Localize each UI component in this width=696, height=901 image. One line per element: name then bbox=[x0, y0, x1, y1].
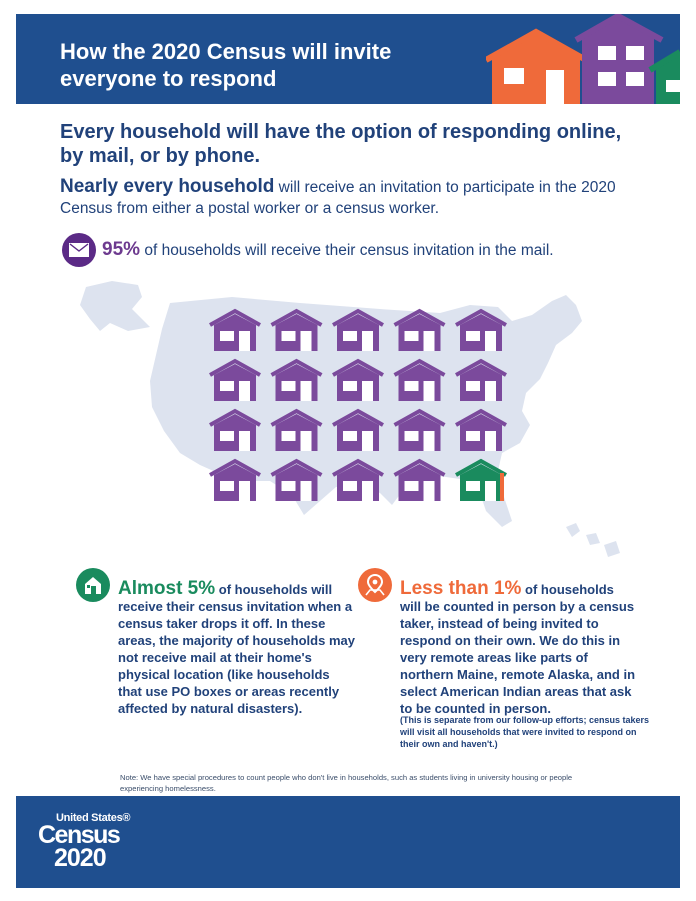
alaska-shape bbox=[80, 281, 150, 331]
mail-house-icon bbox=[270, 458, 323, 501]
mail-house-icon bbox=[393, 408, 446, 451]
mail-house-icon bbox=[455, 308, 507, 351]
location-pin-icon bbox=[365, 574, 385, 596]
nearly-every-household-text: Nearly every household will receive an i… bbox=[60, 176, 660, 219]
nearly-bold: Nearly every household bbox=[60, 176, 275, 197]
page-title: How the 2020 Census will invite everyone… bbox=[60, 39, 392, 91]
footnote: Note: We have special procedures to coun… bbox=[120, 773, 573, 793]
green-house-icon bbox=[648, 49, 680, 104]
dropoff-percent: Almost 5% bbox=[118, 578, 216, 599]
mail-house-icon bbox=[455, 358, 507, 401]
in-person-description: of households will be counted in person … bbox=[400, 582, 636, 716]
houses-illustration bbox=[486, 14, 680, 104]
house-door-icon bbox=[85, 577, 101, 594]
mail-percent: 95% bbox=[102, 239, 141, 260]
lead-statement: Every household will have the option of … bbox=[60, 121, 622, 167]
mail-house-icon bbox=[270, 358, 323, 401]
purple-house-icon bbox=[574, 14, 664, 104]
mail-house-icon bbox=[393, 458, 446, 501]
orange-house-icon bbox=[486, 28, 588, 104]
in-person-percent: Less than 1% bbox=[400, 578, 522, 599]
mail-house-icon bbox=[209, 308, 261, 351]
mail-house-icon bbox=[332, 358, 384, 401]
house-grid bbox=[209, 308, 507, 501]
envelope-icon bbox=[69, 243, 89, 257]
dropoff-description: of households will receive their census … bbox=[118, 582, 355, 716]
footer-banner: United States® Census 2020 bbox=[16, 796, 680, 888]
logo-united-states: United States® bbox=[56, 812, 131, 824]
header-banner: How the 2020 Census will invite everyone… bbox=[16, 14, 680, 104]
in-person-text: Less than 1% of households will be count… bbox=[400, 578, 638, 717]
mail-house-icon bbox=[455, 408, 507, 451]
mail-house-icon bbox=[332, 458, 384, 501]
in-person-badge bbox=[358, 568, 392, 602]
logo-census: Census bbox=[38, 821, 121, 849]
mail-stat-row: 95% of households will receive their cen… bbox=[60, 232, 660, 267]
mail-house-icon bbox=[270, 308, 323, 351]
mail-house-icon bbox=[270, 408, 323, 451]
mail-stat-text: 95% of households will receive their cen… bbox=[102, 239, 554, 261]
dropoff-house-icon bbox=[455, 458, 507, 501]
mail-house-icon bbox=[393, 358, 446, 401]
mail-house-icon bbox=[332, 308, 384, 351]
follow-up-note: (This is separate from our follow-up eff… bbox=[400, 715, 650, 749]
logo-year: 2020 bbox=[54, 844, 107, 872]
mail-house-icon bbox=[209, 358, 261, 401]
envelope-badge bbox=[62, 233, 96, 267]
mail-house-icon bbox=[209, 408, 261, 451]
mail-house-icon bbox=[209, 458, 261, 501]
nearly-rest: will receive an invitation to participat… bbox=[60, 179, 616, 217]
mail-house-icon bbox=[332, 408, 384, 451]
hawaii-shape bbox=[566, 523, 620, 557]
census-2020-logo: United States® Census 2020 bbox=[38, 812, 148, 882]
us-map-with-houses bbox=[80, 281, 620, 557]
dropoff-badge bbox=[76, 568, 110, 602]
mail-house-icon bbox=[393, 308, 446, 351]
dropoff-text: Almost 5% of households will receive the… bbox=[118, 578, 356, 717]
mail-text: of households will receive their census … bbox=[140, 242, 554, 259]
